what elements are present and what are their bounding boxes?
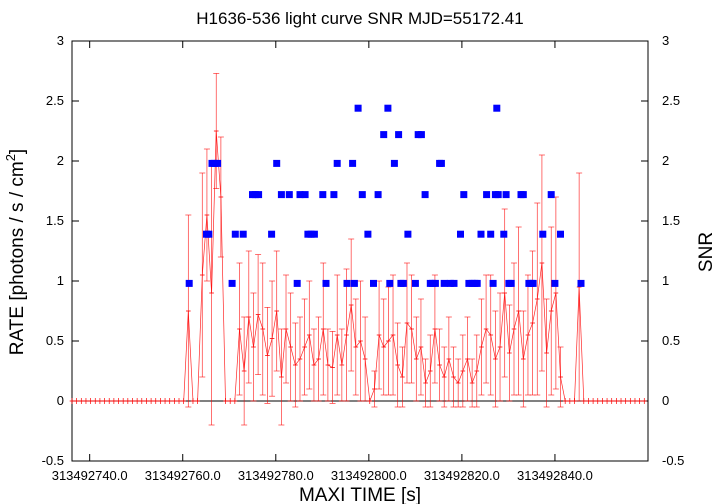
snr-point — [477, 230, 485, 238]
snr-point — [395, 131, 403, 139]
snr-point — [547, 191, 555, 199]
x-tick-label: 313492840.0 — [517, 468, 593, 483]
x-axis-title: MAXI TIME [s] — [299, 485, 421, 504]
snr-point — [457, 230, 464, 238]
snr-point — [214, 159, 222, 167]
y-axis-title-main: RATE [photons / s / cm — [7, 161, 28, 355]
snr-point — [310, 230, 318, 238]
y2-tick-label: 1.5 — [662, 213, 680, 228]
y2-tick-label: 2.5 — [662, 93, 680, 108]
snr-point — [255, 191, 263, 199]
axis-ticks: -0.5 -0.5 0 0 0.5 0.5 1 1 1.5 1.5 2 2 2.5 2.5 3 3 313492… — [42, 33, 685, 483]
y2-axis-title: SNR — [696, 232, 717, 272]
snr-point — [417, 131, 425, 139]
y-tick-label: 0.5 — [46, 333, 64, 348]
snr-point — [354, 104, 362, 112]
snr-point — [350, 279, 358, 287]
y2-tick-label: 0.5 — [662, 333, 680, 348]
snr-point — [364, 230, 372, 238]
x-tick-label: 313492740.0 — [52, 468, 128, 483]
snr-point — [440, 279, 448, 287]
snr-point — [411, 279, 419, 287]
x-tick-label: 313492780.0 — [238, 468, 314, 483]
snr-point — [384, 104, 392, 112]
snr-point — [487, 230, 495, 238]
snr-point — [450, 279, 458, 287]
x-tick-label: 313492800.0 — [331, 468, 407, 483]
snr-point — [380, 131, 388, 139]
y-tick-label: 0 — [57, 393, 64, 408]
snr-point — [473, 279, 481, 287]
y2-tick-label: 0 — [662, 393, 669, 408]
snr-point — [507, 279, 515, 287]
snr-point — [493, 104, 501, 112]
snr-point — [577, 279, 585, 287]
snr-point — [519, 191, 527, 199]
snr-point — [370, 279, 377, 287]
snr-series — [185, 104, 585, 287]
snr-point — [502, 191, 510, 199]
x-tick-label: 313492760.0 — [145, 468, 221, 483]
y2-tick-label: -0.5 — [662, 453, 684, 468]
snr-point — [301, 191, 309, 199]
y2-tick-label: 2 — [662, 153, 669, 168]
y2-tick-label: 1 — [662, 273, 669, 288]
snr-point — [551, 279, 559, 287]
y-axis-title: RATE [photons / s / cm2] — [3, 149, 28, 355]
snr-point — [343, 279, 351, 287]
snr-point — [319, 191, 327, 199]
y-axis-title-exponent: 2 — [3, 154, 18, 161]
y-axis-title-end: ] — [7, 149, 28, 154]
snr-point — [374, 191, 382, 199]
snr-point — [330, 191, 338, 199]
plot-frame — [71, 40, 649, 462]
snr-point — [399, 279, 407, 287]
y-tick-label: 2 — [57, 153, 64, 168]
snr-point — [460, 191, 468, 199]
snr-point — [285, 191, 293, 199]
snr-point — [322, 279, 330, 287]
snr-point — [500, 230, 508, 238]
snr-point — [390, 159, 398, 167]
snr-point — [358, 191, 366, 199]
y-tick-label: 1.5 — [46, 213, 64, 228]
snr-point — [296, 191, 304, 199]
snr-point — [437, 159, 445, 167]
snr-point — [494, 191, 502, 199]
rate-line — [72, 130, 645, 402]
snr-point — [231, 230, 239, 238]
rate-series — [69, 73, 647, 426]
snr-point — [483, 191, 491, 199]
snr-point — [421, 191, 429, 199]
chart-title: H1636-536 light curve SNR MJD=55172.41 — [196, 9, 523, 28]
snr-point — [386, 279, 394, 287]
snr-point — [529, 279, 537, 287]
snr-point — [268, 230, 276, 238]
snr-point — [404, 230, 412, 238]
snr-point — [273, 159, 281, 167]
y-tick-label: 2.5 — [46, 93, 64, 108]
snr-point — [333, 159, 341, 167]
snr-point — [293, 279, 301, 287]
snr-point — [239, 230, 247, 238]
snr-point — [557, 230, 564, 238]
snr-point — [277, 191, 285, 199]
snr-point — [446, 279, 454, 287]
snr-point — [228, 279, 236, 287]
y2-tick-label: 3 — [662, 33, 669, 48]
snr-point — [349, 159, 357, 167]
snr-point — [205, 230, 213, 238]
y-tick-label: -0.5 — [42, 453, 64, 468]
snr-point — [185, 279, 193, 287]
y-tick-label: 1 — [57, 273, 64, 288]
snr-point — [431, 279, 439, 287]
y-tick-label: 3 — [57, 33, 64, 48]
snr-point — [539, 230, 547, 238]
x-tick-label: 313492820.0 — [424, 468, 500, 483]
snr-point — [489, 279, 497, 287]
